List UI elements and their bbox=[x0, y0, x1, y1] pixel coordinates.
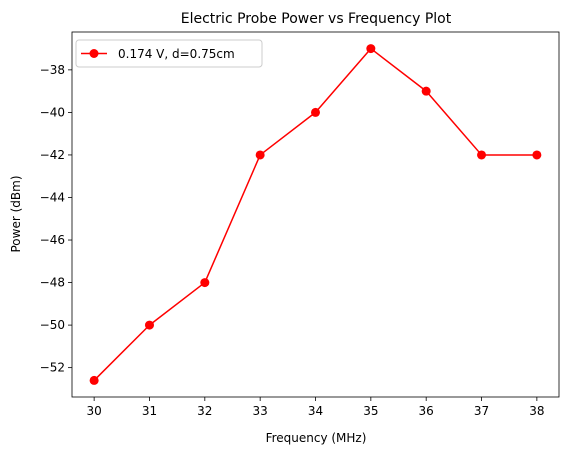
x-axis-label: Frequency (MHz) bbox=[266, 431, 367, 445]
plot-area: 30 31 32 33 34 35 36 37 38 −52 −50 −48 −46 −44 −42 −40 −… bbox=[40, 31, 560, 418]
y-tick-label: −44 bbox=[40, 190, 65, 204]
axes-frame bbox=[71, 31, 560, 398]
x-tick-label: 31 bbox=[142, 404, 157, 418]
x-tick-label: 36 bbox=[419, 404, 434, 418]
y-tick-label: −50 bbox=[40, 318, 65, 332]
data-point bbox=[477, 150, 487, 160]
y-tick-label: −46 bbox=[40, 233, 65, 247]
legend-marker-swatch bbox=[89, 49, 99, 58]
x-tick-label: 34 bbox=[308, 404, 323, 418]
data-point bbox=[200, 278, 210, 288]
y-axis-label: Power (dBm) bbox=[9, 176, 23, 253]
data-point bbox=[532, 150, 542, 160]
x-tick-label: 38 bbox=[529, 404, 544, 418]
y-tick-label: −42 bbox=[40, 148, 65, 162]
data-point bbox=[366, 44, 376, 54]
data-point bbox=[311, 107, 320, 117]
data-point bbox=[255, 150, 265, 160]
x-tick-label: 32 bbox=[197, 404, 212, 418]
x-tick-label: 33 bbox=[253, 404, 268, 418]
chart-title: Electric Probe Power vs Frequency Plot bbox=[181, 11, 452, 27]
data-point bbox=[89, 375, 99, 385]
legend-frame bbox=[75, 39, 263, 68]
y-tick-label: −48 bbox=[40, 276, 65, 290]
chart-legend: 0.174 V, d=0.75cm bbox=[75, 39, 263, 68]
y-tick-label: −40 bbox=[40, 105, 65, 119]
y-tick-label: −52 bbox=[40, 361, 65, 375]
x-tick-label: 30 bbox=[86, 404, 101, 418]
x-tick-label: 35 bbox=[363, 404, 378, 418]
data-point bbox=[144, 320, 154, 330]
x-tick-label: 37 bbox=[474, 404, 489, 418]
legend-label: 0.174 V, d=0.75cm bbox=[118, 47, 235, 61]
data-point bbox=[421, 86, 431, 96]
y-tick-label: −38 bbox=[40, 63, 65, 77]
